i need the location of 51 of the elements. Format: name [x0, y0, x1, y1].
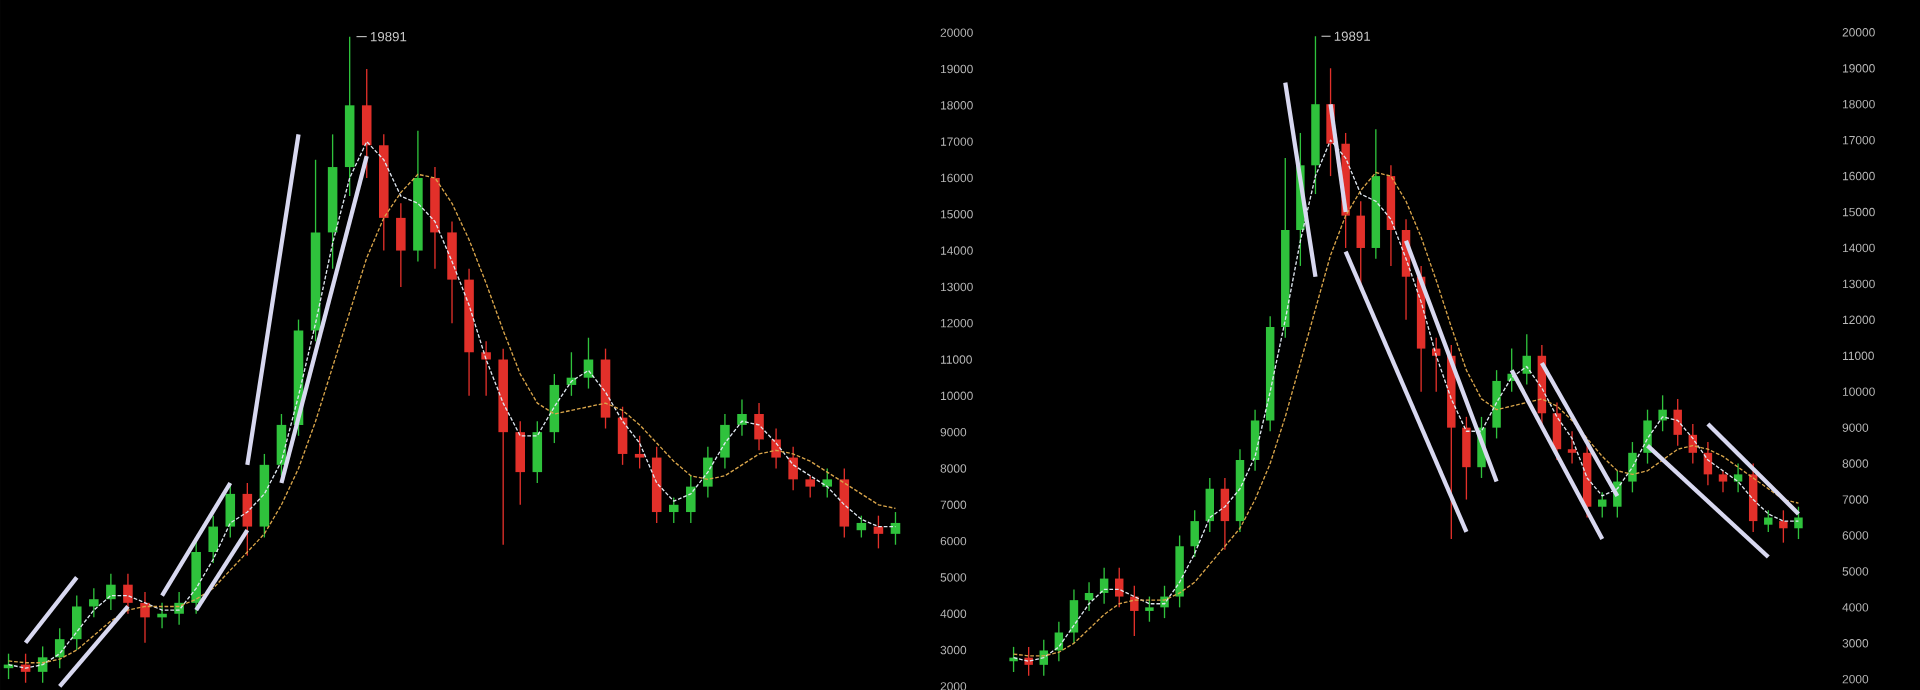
candlestick — [822, 467, 833, 499]
candlestick — [225, 482, 236, 539]
candlestick — [106, 573, 116, 611]
candlestick — [1084, 581, 1094, 612]
candlestick — [617, 406, 628, 466]
candlestick — [668, 496, 679, 524]
candlestick — [1598, 491, 1607, 519]
candlestick — [1220, 477, 1230, 551]
candlestick — [1718, 470, 1728, 494]
candlestick — [1190, 509, 1199, 558]
candlestick — [1658, 394, 1667, 432]
candlestick — [1628, 441, 1637, 494]
candlestick — [208, 515, 218, 564]
candlestick — [1567, 430, 1577, 465]
candlestick — [788, 446, 798, 491]
candlestick — [1492, 369, 1501, 440]
candlestick — [839, 467, 850, 539]
candlestick — [1462, 416, 1471, 501]
candlestick — [754, 402, 764, 451]
candlestick — [1764, 509, 1773, 533]
candlestick — [1733, 462, 1743, 494]
candlestick — [481, 340, 491, 397]
candlestick — [532, 420, 543, 484]
candlestick — [856, 515, 867, 539]
candlestick — [1024, 646, 1033, 677]
candlestick — [89, 587, 99, 619]
candlestick — [123, 573, 133, 615]
candlestick — [771, 427, 781, 470]
candlestick — [1794, 506, 1803, 540]
candlestick — [1130, 585, 1139, 637]
candlestick — [361, 68, 372, 179]
candlestick — [447, 220, 457, 324]
candlestick — [634, 435, 645, 470]
candlestick — [1205, 477, 1215, 533]
candlestick — [686, 475, 696, 524]
candlestick — [1069, 588, 1079, 644]
candlestick — [1356, 200, 1365, 285]
candlestick — [873, 515, 884, 550]
candlestick — [515, 420, 526, 506]
candlestick — [140, 591, 150, 644]
candlestick — [720, 413, 730, 470]
candlestick — [805, 475, 815, 499]
candlestick — [242, 482, 253, 557]
candlestick — [71, 594, 82, 651]
candlestick — [1250, 409, 1260, 472]
candlestick — [1145, 595, 1154, 623]
candlestick — [1673, 398, 1682, 447]
candlestick — [396, 202, 406, 288]
candlestick — [1779, 509, 1788, 544]
candlestick — [890, 511, 901, 546]
candlestick — [737, 398, 747, 437]
